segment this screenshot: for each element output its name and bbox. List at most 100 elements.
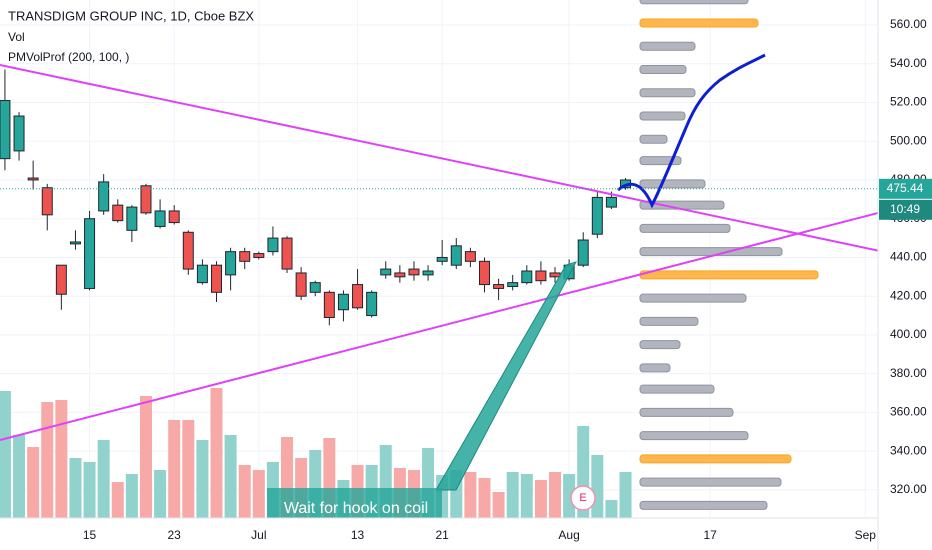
indicator-label: Vol — [8, 30, 25, 44]
profile-bar — [639, 384, 715, 394]
candle-body — [464, 251, 476, 262]
volume-bar — [27, 447, 40, 518]
x-tick-label: Jul — [251, 528, 266, 542]
profile-bar — [639, 407, 734, 417]
x-tick-label: 13 — [351, 528, 365, 542]
volume-profile — [639, 0, 819, 510]
volume-bar — [563, 474, 576, 518]
candle-body — [41, 187, 53, 216]
candle-body — [84, 218, 96, 289]
candle-body — [422, 270, 434, 276]
candle-body — [27, 177, 39, 181]
time-axis — [0, 518, 878, 550]
profile-bar — [639, 340, 681, 350]
volume-bar — [252, 470, 265, 518]
x-tick-label: 15 — [83, 528, 97, 542]
earnings-label: E — [579, 492, 586, 504]
countdown-tag — [879, 199, 932, 220]
candle-body — [450, 245, 462, 266]
candle-body — [182, 231, 194, 270]
volume-bar — [55, 400, 68, 518]
volume-bar — [591, 455, 604, 518]
profile-bar — [639, 156, 682, 166]
candle-body — [0, 100, 11, 160]
candle-body — [408, 268, 420, 276]
candle-body — [267, 237, 279, 253]
x-tick-label: 21 — [435, 528, 449, 542]
profile-bar — [639, 0, 749, 5]
candle-body — [225, 251, 237, 276]
volume-bar — [506, 472, 519, 518]
candle-body — [521, 270, 533, 284]
drawn-projection — [617, 53, 766, 209]
price-axis — [878, 0, 932, 550]
profile-bar — [639, 18, 759, 28]
candle-body — [366, 291, 378, 317]
candle-body — [493, 284, 505, 289]
volume-bar — [139, 396, 152, 518]
x-tick-label: 23 — [168, 528, 182, 542]
candle-body — [507, 282, 519, 288]
y-tick-label: 340.00 — [890, 443, 927, 457]
volume-bar — [0, 391, 11, 518]
indicator-label: PMVolProf (200, 100, ) — [8, 50, 129, 64]
annotation-box — [267, 488, 442, 518]
volume-bar — [154, 470, 167, 518]
candle-body — [295, 272, 307, 297]
profile-bar — [639, 65, 687, 75]
volume-bar — [41, 402, 54, 518]
candle-body — [154, 210, 166, 227]
volume-bar — [605, 500, 618, 518]
volume-bar — [97, 440, 110, 518]
trendline-lower — [0, 198, 932, 441]
candle-body — [211, 264, 223, 293]
trendline-upper — [0, 64, 932, 263]
volume-bar — [549, 472, 562, 518]
profile-bar — [639, 179, 706, 189]
profile-bar — [639, 477, 782, 487]
candle-body — [394, 272, 406, 278]
volume-bar — [520, 474, 533, 518]
volume-bar — [534, 480, 547, 518]
profile-bar — [639, 316, 699, 326]
profile-bar — [639, 270, 819, 280]
candle-body — [535, 270, 547, 282]
annotation: Wait for hook on coil — [284, 500, 428, 517]
chart-title: TRANSDIGM GROUP INC, 1D, Cboe BZX — [8, 8, 254, 23]
volume-bar — [196, 440, 209, 518]
volume-bar — [111, 482, 124, 518]
candle-body — [309, 282, 321, 293]
profile-bar — [639, 134, 668, 144]
profile-bar — [639, 111, 686, 121]
volume-bar — [492, 492, 505, 518]
y-tick-label: 360.00 — [890, 405, 927, 419]
profile-bar — [639, 41, 696, 51]
y-tick-label: 400.00 — [890, 327, 927, 341]
volume-layer — [0, 388, 632, 518]
candle-body — [436, 256, 448, 262]
volume-bar — [210, 388, 223, 518]
candle-body — [69, 241, 81, 245]
y-tick-label: 560.00 — [890, 17, 927, 31]
candle-body — [478, 260, 490, 286]
x-tick-label: Aug — [558, 528, 579, 542]
y-tick-label: 520.00 — [890, 95, 927, 109]
volume-bar — [83, 462, 96, 518]
candle-body — [253, 253, 265, 258]
profile-bar — [639, 500, 768, 510]
candle-body — [112, 204, 124, 222]
earnings-marker[interactable] — [570, 485, 596, 511]
volume-bar — [478, 478, 491, 518]
volume-bar — [224, 435, 237, 518]
x-tick-label: Sep — [855, 528, 877, 542]
candle-body — [196, 264, 208, 284]
y-tick-label: 540.00 — [890, 56, 927, 70]
profile-bar — [639, 293, 747, 303]
candle-body — [13, 115, 25, 152]
volume-bar — [125, 474, 138, 518]
y-tick-label: 420.00 — [890, 288, 927, 302]
candle-body — [337, 293, 349, 311]
candle-body — [577, 239, 589, 266]
candle-body — [605, 196, 617, 208]
volume-bar — [464, 472, 477, 518]
